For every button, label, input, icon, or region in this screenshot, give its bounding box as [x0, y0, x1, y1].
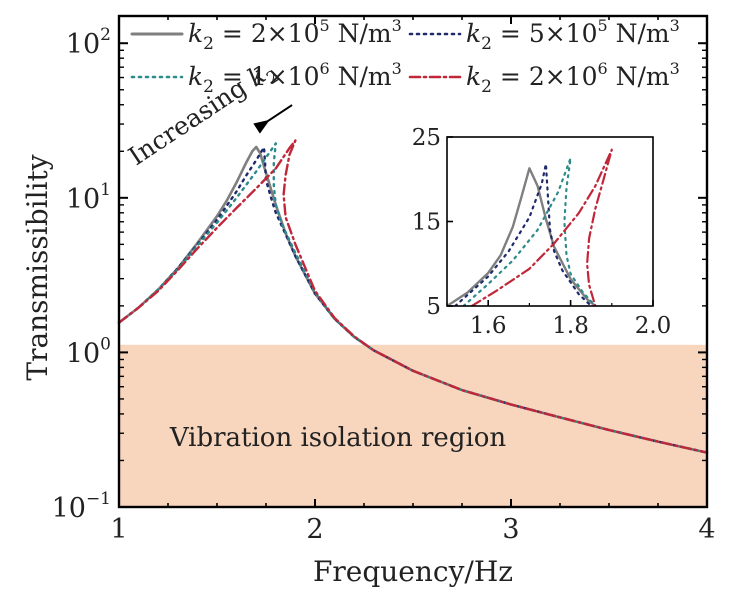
inset-x-tick-label-3: 2.0 [635, 313, 672, 339]
legend-label-1: k2 = 2×105 N/m3 [188, 16, 402, 54]
y-tick-label-3: 101 [66, 180, 111, 215]
y-tick-label-1: 10−1 [52, 489, 111, 524]
x-axis-label: Frequency/Hz [313, 555, 513, 588]
inset-series-line-2 [454, 162, 593, 306]
annotation-layer: Increasing k2 [123, 54, 293, 176]
y-axis-label: Transmissibility [21, 154, 54, 380]
inset-series-layer [447, 148, 613, 306]
x-tick-label-1: 1 [110, 514, 127, 545]
annotation-text: Increasing k2 [123, 54, 283, 176]
y-tick-label-2: 100 [66, 334, 111, 369]
x-tick-label-2: 2 [306, 514, 323, 545]
inset-series-line-4 [470, 148, 613, 306]
isolation-region-label: Vibration isolation region [169, 423, 507, 453]
legend-label-3: k2 = 1×106 N/m3 [188, 59, 402, 97]
series-layer [117, 139, 709, 454]
inset-y-tick-label-2: 15 [412, 210, 441, 236]
shaded-region-layer: Vibration isolation region [119, 344, 707, 507]
legend-label-4: k2 = 2×106 N/m3 [466, 59, 680, 97]
axis-layer: 1 2 3 4 10−1 100 101 102 Frequency/Hz Transmissib… [21, 14, 716, 588]
inset-y-tick-label-3: 25 [412, 125, 441, 151]
series-line-4 [117, 139, 709, 454]
legend: k2 = 2×105 N/m3 k2 = 5×105 N/m3 k2 = 1×106… [130, 16, 680, 97]
legend-label-2: k2 = 5×105 N/m3 [466, 16, 680, 54]
inset-y-tick-label-1: 5 [426, 294, 441, 320]
inset-series-line-1 [447, 167, 597, 306]
annotation-arrow-head [253, 119, 270, 134]
x-tick-label-3: 3 [502, 514, 519, 545]
series-line-3 [117, 142, 709, 454]
x-tick-label-4: 4 [698, 514, 715, 545]
inset-x-tick-label-1: 1.6 [470, 313, 507, 339]
y-tick-label-4: 102 [66, 25, 111, 60]
series-line-2 [117, 146, 709, 454]
inset-layer: 1.6 1.8 2.0 5 15 25 [412, 125, 672, 339]
inset-x-tick-label-2: 1.8 [552, 313, 589, 339]
